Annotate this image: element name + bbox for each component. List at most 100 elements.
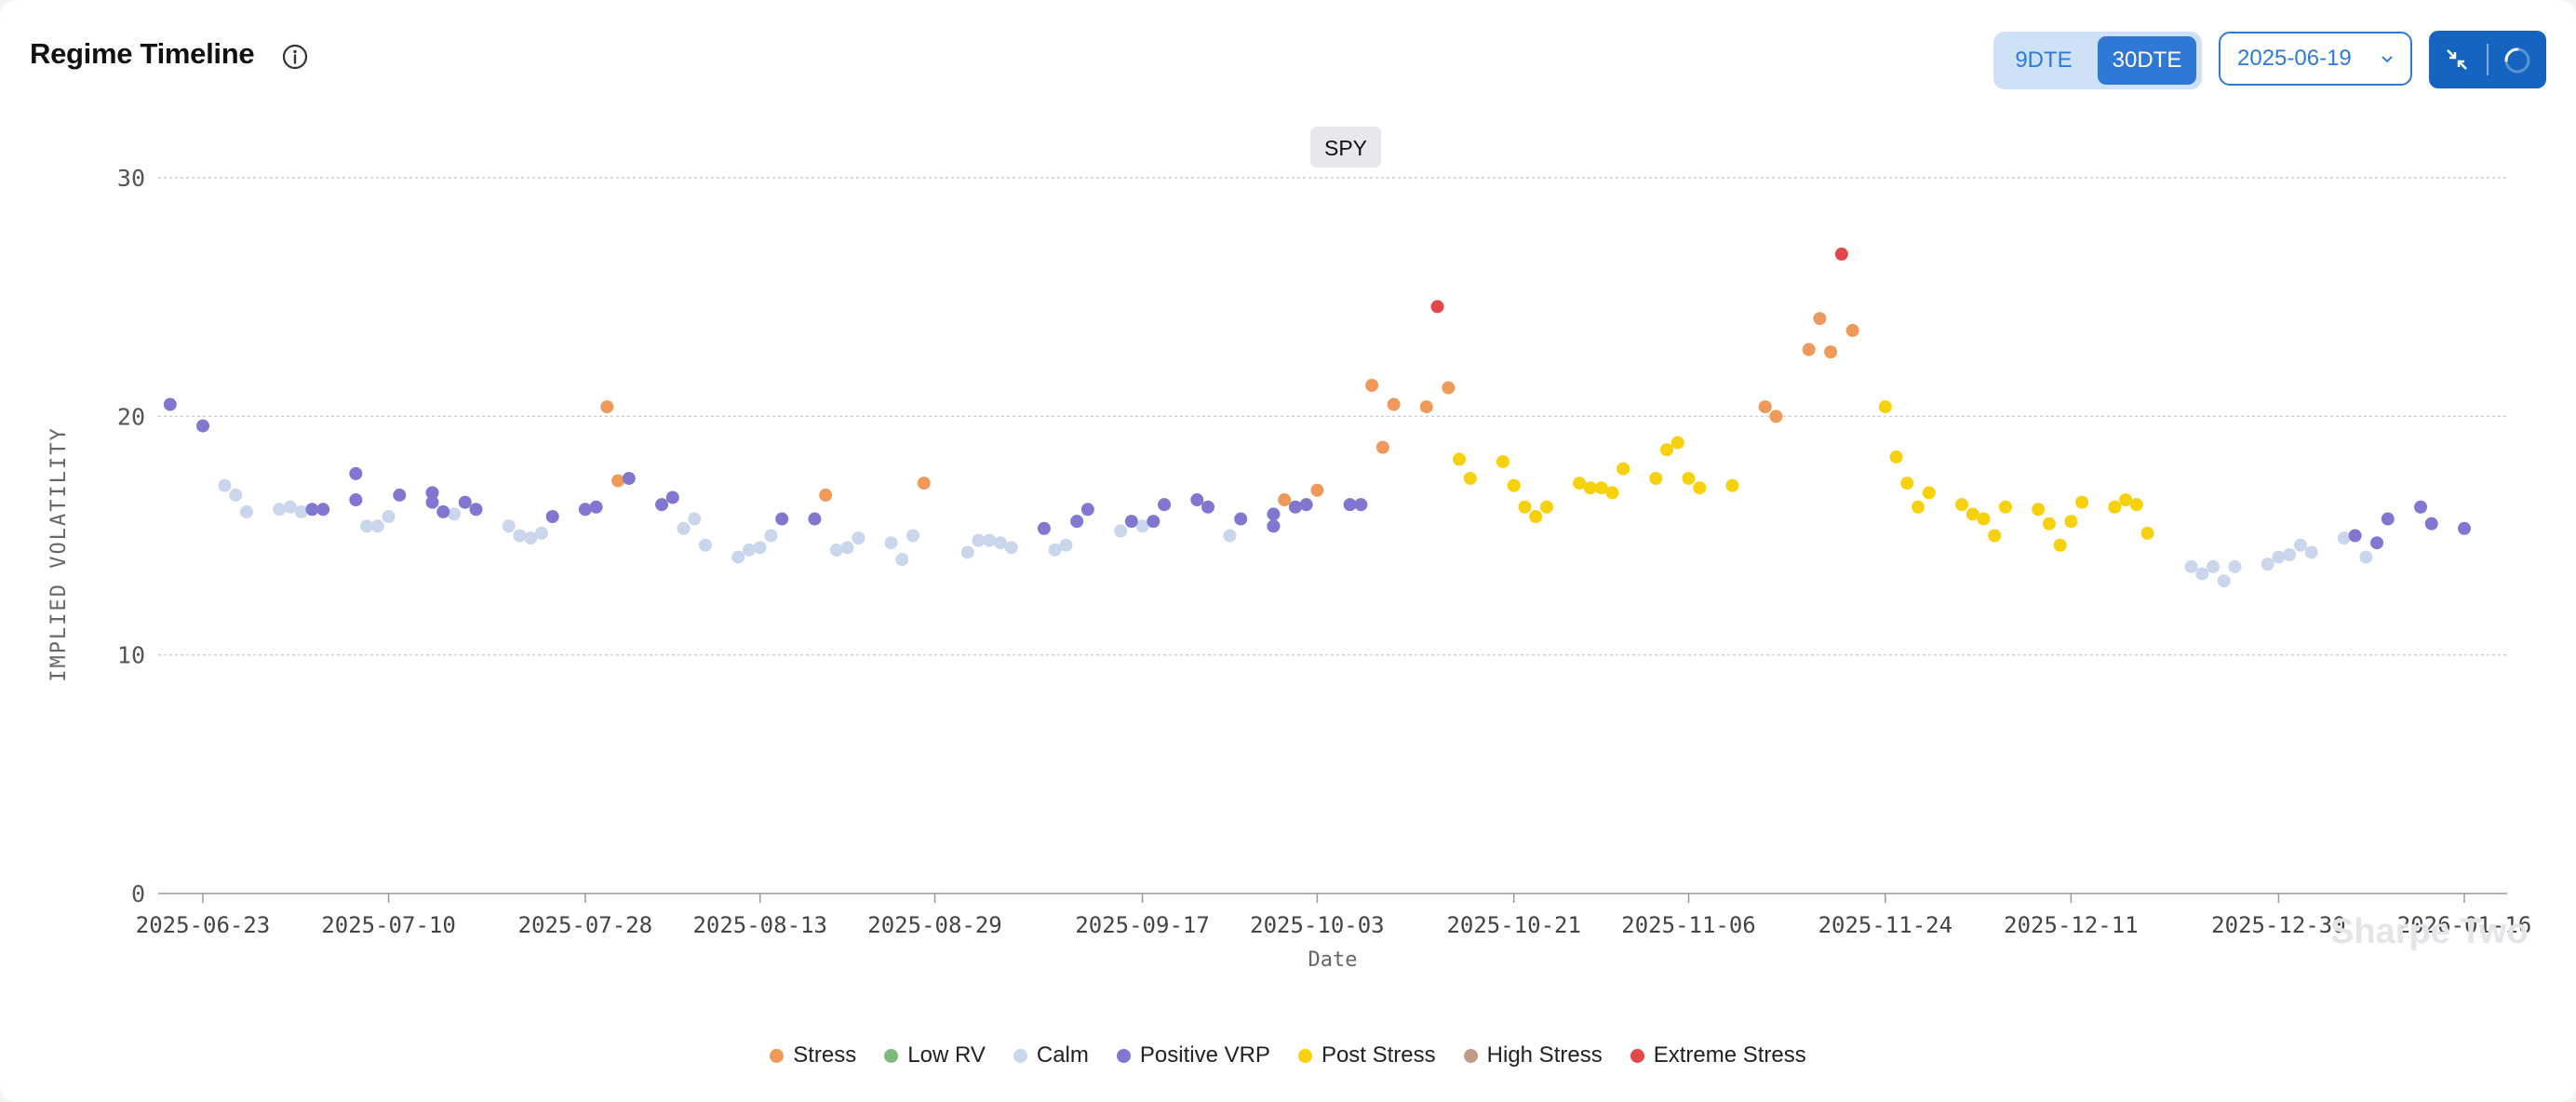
legend-label: Extreme Stress bbox=[1653, 1042, 1806, 1068]
data-point-positive-vrp bbox=[2381, 512, 2395, 526]
data-point-calm bbox=[1114, 524, 1128, 538]
data-point-calm bbox=[524, 531, 538, 545]
data-point-calm bbox=[360, 519, 374, 533]
data-point-positive-vrp bbox=[1147, 515, 1161, 529]
x-tick-label: 2026-01-16 bbox=[2397, 912, 2532, 938]
data-point-positive-vrp bbox=[393, 488, 407, 502]
data-point-calm bbox=[906, 529, 920, 543]
legend-swatch bbox=[1630, 1048, 1644, 1063]
data-point-post-stress bbox=[2129, 498, 2143, 512]
data-point-positive-vrp bbox=[1037, 521, 1051, 535]
legend-swatch bbox=[1463, 1048, 1478, 1063]
data-point-calm bbox=[534, 526, 548, 540]
data-point-calm bbox=[513, 529, 527, 543]
legend-item-calm[interactable]: Calm bbox=[1013, 1042, 1089, 1068]
legend-swatch bbox=[770, 1048, 785, 1063]
data-point-positive-vrp bbox=[589, 500, 603, 514]
y-tick-label: 30 bbox=[117, 165, 145, 192]
data-point-post-stress bbox=[1725, 478, 1739, 492]
x-tick-label: 2025-06-23 bbox=[136, 912, 271, 938]
data-point-positive-vrp bbox=[545, 509, 559, 523]
date-select[interactable]: 2025-06-19 bbox=[2219, 32, 2412, 86]
legend-item-post-stress[interactable]: Post Stress bbox=[1297, 1042, 1436, 1068]
data-point-positive-vrp bbox=[1070, 515, 1084, 529]
data-point-positive-vrp bbox=[578, 503, 592, 517]
data-point-calm bbox=[218, 478, 232, 492]
data-point-post-stress bbox=[2064, 515, 2078, 529]
data-point-calm bbox=[273, 503, 287, 517]
dte-toggle: 9DTE 30DTE bbox=[1993, 32, 2202, 89]
data-point-stress bbox=[1802, 343, 1816, 356]
refresh-button[interactable] bbox=[2489, 31, 2544, 88]
data-point-calm bbox=[960, 545, 974, 559]
collapse-button[interactable] bbox=[2429, 31, 2485, 88]
legend-item-extreme-stress[interactable]: Extreme Stress bbox=[1630, 1042, 1806, 1068]
data-point-calm bbox=[972, 533, 986, 547]
legend-label: Low RV bbox=[907, 1042, 986, 1068]
page-title: Regime Timeline bbox=[30, 37, 255, 70]
data-point-post-stress bbox=[1660, 443, 1674, 457]
collapse-icon bbox=[2447, 49, 2467, 70]
legend-item-high-stress[interactable]: High Stress bbox=[1463, 1042, 1603, 1068]
data-point-calm bbox=[699, 538, 712, 552]
data-point-positive-vrp bbox=[1267, 519, 1281, 533]
data-point-positive-vrp bbox=[2348, 529, 2362, 543]
tab-9dte[interactable]: 9DTE bbox=[2015, 47, 2073, 73]
x-tick-label: 2025-10-03 bbox=[1250, 912, 1385, 938]
y-tick-label: 20 bbox=[117, 403, 145, 430]
data-point-stress bbox=[1824, 345, 1838, 359]
data-point-post-stress bbox=[1453, 452, 1466, 466]
data-point-calm bbox=[2228, 559, 2242, 573]
data-point-post-stress bbox=[1988, 529, 2002, 543]
data-point-calm bbox=[2283, 548, 2297, 562]
legend-item-stress[interactable]: Stress bbox=[770, 1042, 856, 1068]
data-point-stress bbox=[1442, 381, 1456, 395]
data-point-post-stress bbox=[1507, 478, 1521, 492]
data-point-post-stress bbox=[1889, 450, 1903, 464]
data-point-positive-vrp bbox=[1288, 500, 1302, 514]
data-point-positive-vrp bbox=[196, 419, 209, 433]
data-point-calm bbox=[239, 504, 253, 518]
legend-item-positive-vrp[interactable]: Positive VRP bbox=[1116, 1042, 1270, 1068]
data-point-post-stress bbox=[2119, 493, 2133, 507]
data-point-positive-vrp bbox=[2414, 500, 2428, 514]
data-point-stress bbox=[1769, 410, 1783, 423]
data-point-post-stress bbox=[1977, 512, 1991, 526]
regime-scatter-chart: 0 10 20 30 2025-06-23 2025-07-10 2025-07-28 202… bbox=[47, 127, 2532, 972]
legend-item-low-rv[interactable]: Low RV bbox=[884, 1042, 986, 1068]
data-point-stress bbox=[917, 477, 931, 491]
data-point-positive-vrp bbox=[2424, 517, 2438, 531]
data-point-calm bbox=[2184, 559, 2198, 573]
data-point-positive-vrp bbox=[349, 466, 363, 480]
x-tick-label: 2025-12-30 bbox=[2211, 912, 2346, 938]
data-point-stress bbox=[1365, 379, 1379, 393]
data-point-post-stress bbox=[1682, 471, 1696, 485]
data-point-positive-vrp bbox=[1354, 498, 1368, 512]
date-select-value: 2025-06-19 bbox=[2237, 46, 2352, 71]
data-point-calm bbox=[2337, 531, 2351, 545]
legend-label: Stress bbox=[793, 1042, 857, 1068]
data-point-positive-vrp bbox=[316, 503, 330, 517]
data-point-positive-vrp bbox=[1234, 512, 1248, 526]
data-point-calm bbox=[764, 529, 778, 543]
data-point-calm bbox=[294, 504, 308, 518]
data-point-stress bbox=[600, 400, 614, 414]
data-point-positive-vrp bbox=[655, 498, 669, 512]
data-point-post-stress bbox=[2075, 495, 2089, 509]
data-point-post-stress bbox=[1539, 500, 1553, 514]
loading-spinner-icon bbox=[2504, 47, 2530, 74]
data-point-positive-vrp bbox=[1124, 515, 1138, 529]
chart-toolbar bbox=[2429, 31, 2546, 88]
info-icon[interactable] bbox=[281, 43, 309, 71]
data-point-positive-vrp bbox=[305, 503, 319, 517]
data-point-post-stress bbox=[1583, 481, 1597, 495]
data-point-positive-vrp bbox=[458, 495, 472, 509]
data-point-positive-vrp bbox=[1158, 498, 1172, 512]
x-tick-label: 2025-08-13 bbox=[692, 912, 827, 938]
data-point-calm bbox=[370, 519, 384, 533]
data-point-post-stress bbox=[1955, 498, 1968, 512]
tab-30dte[interactable]: 30DTE bbox=[2098, 36, 2196, 85]
data-point-calm bbox=[840, 541, 854, 555]
data-point-post-stress bbox=[1670, 436, 1684, 450]
